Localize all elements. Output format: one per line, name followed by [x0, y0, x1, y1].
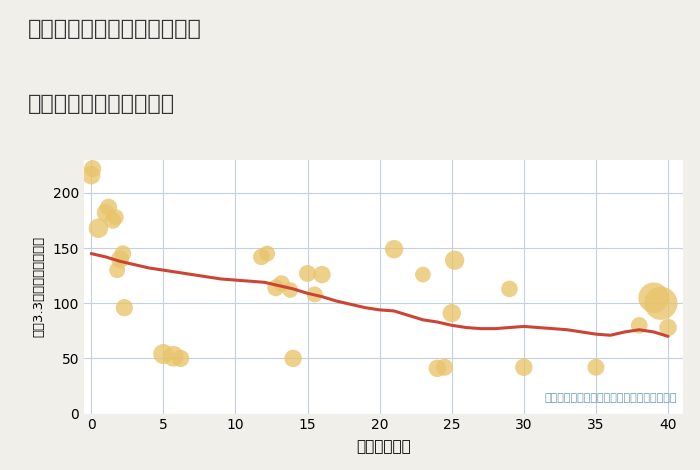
Point [302, 270, 313, 277]
Y-axis label: 坪（3.3㎡）単価（万円）: 坪（3.3㎡）単価（万円） [33, 236, 46, 337]
Point [590, 363, 601, 371]
Point [100, 209, 111, 217]
Text: 円の大きさは、取引のあった物件面積を示す: 円の大きさは、取引のあった物件面積を示す [544, 393, 676, 403]
Point [262, 250, 273, 258]
Point [87, 165, 98, 172]
Point [662, 324, 673, 331]
Point [107, 217, 118, 224]
Point [115, 255, 126, 263]
Point [110, 213, 121, 221]
Point [432, 365, 443, 372]
X-axis label: 築年数（年）: 築年数（年） [356, 439, 411, 454]
Point [288, 355, 299, 362]
Point [158, 350, 169, 358]
Point [316, 271, 328, 278]
Point [439, 363, 450, 371]
Point [256, 253, 267, 261]
Point [309, 290, 321, 298]
Point [270, 284, 281, 291]
Point [119, 304, 130, 312]
Point [175, 355, 186, 362]
Point [449, 257, 460, 264]
Point [93, 225, 104, 232]
Point [634, 321, 645, 329]
Point [118, 250, 129, 258]
Point [518, 363, 529, 371]
Text: 兵庫県西宮市上ヶ原十番町の: 兵庫県西宮市上ヶ原十番町の [28, 19, 202, 39]
Point [389, 245, 400, 253]
Point [103, 204, 114, 211]
Point [285, 286, 296, 294]
Point [504, 285, 515, 293]
Point [417, 271, 428, 278]
Point [655, 299, 666, 307]
Point [168, 352, 179, 360]
Point [111, 266, 122, 274]
Point [446, 309, 457, 317]
Text: 築年数別中古戸建て価格: 築年数別中古戸建て価格 [28, 94, 175, 114]
Point [85, 172, 97, 179]
Point [276, 280, 287, 287]
Point [648, 294, 659, 301]
